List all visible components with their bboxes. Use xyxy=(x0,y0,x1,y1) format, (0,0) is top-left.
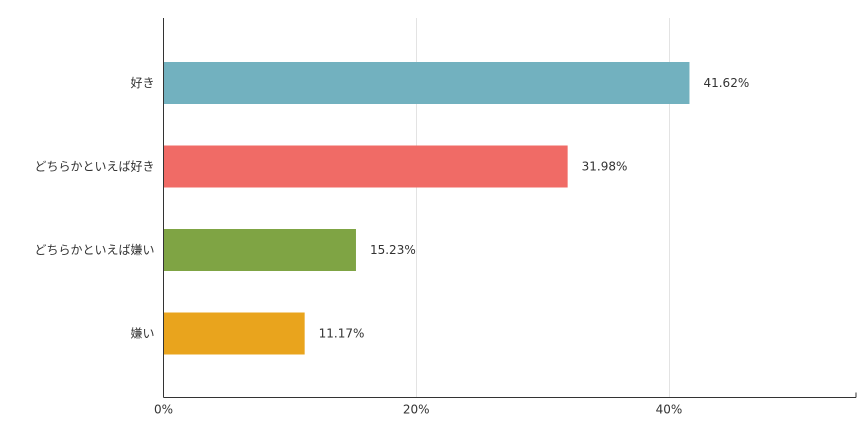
bar-0 xyxy=(164,62,690,104)
data-label-2: 15.23% xyxy=(370,243,416,257)
axes xyxy=(163,18,857,398)
category-label-1: どちらかといえば好き xyxy=(34,160,154,174)
x-tick-label-0: 0% xyxy=(154,403,173,417)
bar-1 xyxy=(164,145,568,188)
bar-3 xyxy=(164,312,305,355)
category-label-2: どちらかといえば嫌い xyxy=(34,243,154,257)
x-tick-label-2: 40% xyxy=(656,403,683,417)
category-label-0: 好き xyxy=(130,76,154,90)
bars xyxy=(164,62,690,355)
category-label-3: 嫌い xyxy=(130,327,154,341)
data-label-1: 31.98% xyxy=(582,160,628,174)
x-tick-label-1: 20% xyxy=(403,403,430,417)
data-label-0: 41.62% xyxy=(703,76,749,90)
data-label-3: 11.17% xyxy=(319,327,365,341)
bar-2 xyxy=(164,229,356,271)
